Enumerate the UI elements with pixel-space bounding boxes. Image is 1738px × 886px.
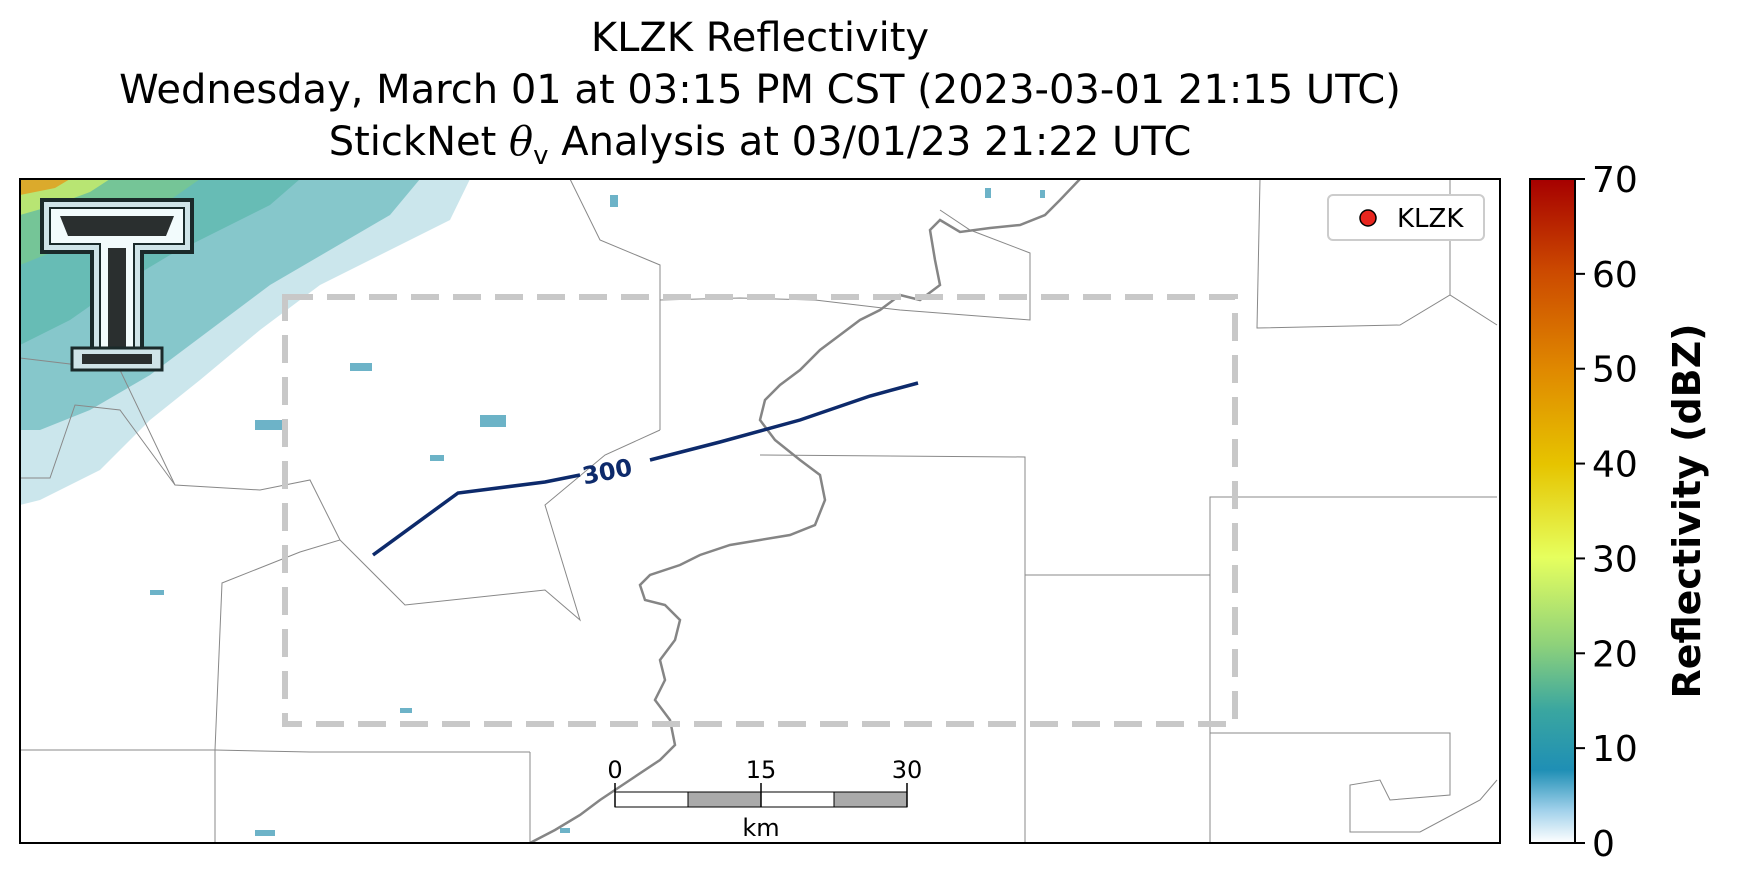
colorbar-tick-label: 50	[1592, 350, 1638, 391]
map-panel: 30 0 KLZK 0 15 30 km	[20, 179, 1500, 843]
scale-unit: km	[742, 814, 779, 842]
texas-tech-double-t-logo	[40, 198, 194, 372]
colorbar-tick-label: 30	[1592, 539, 1638, 580]
klzk-marker-icon	[1359, 209, 1377, 227]
scale-bar: 0 15 30 km	[607, 756, 922, 842]
analysis-domain-box	[282, 294, 1238, 727]
river-boundary	[529, 179, 1081, 843]
colorbar-tick-label: 20	[1592, 634, 1638, 675]
county-boundaries	[20, 179, 1498, 843]
reflectivity-colorbar: 0 10 20 30 40 50 60 70 Reflectivity (dBZ)	[1529, 160, 1709, 865]
theta-v-contour-line	[371, 381, 919, 557]
title-line-1: KLZK Reflectivity	[590, 15, 930, 61]
scale-tick-15: 15	[746, 756, 777, 784]
colorbar-tick-label: 10	[1592, 729, 1638, 770]
legend-label-klzk: KLZK	[1397, 204, 1464, 234]
colorbar-tick-label: 40	[1592, 445, 1638, 486]
scale-tick-30: 30	[892, 756, 923, 784]
figure-title: KLZK Reflectivity Wednesday, March 01 at…	[0, 12, 1520, 182]
colorbar-tick-label: 0	[1592, 824, 1615, 865]
colorbar-tick-label: 70	[1592, 160, 1638, 201]
scale-tick-0: 0	[607, 756, 622, 784]
colorbar-label: Reflectivity (dBZ)	[1665, 323, 1709, 698]
title-line-3: StickNet θv Analysis at 03/01/23 21:22 U…	[328, 119, 1192, 171]
map-legend: KLZK	[1327, 194, 1485, 241]
title-line-2: Wednesday, March 01 at 03:15 PM CST (202…	[119, 67, 1401, 113]
map-frame	[19, 178, 1501, 844]
colorbar-tick-label: 60	[1592, 255, 1638, 296]
